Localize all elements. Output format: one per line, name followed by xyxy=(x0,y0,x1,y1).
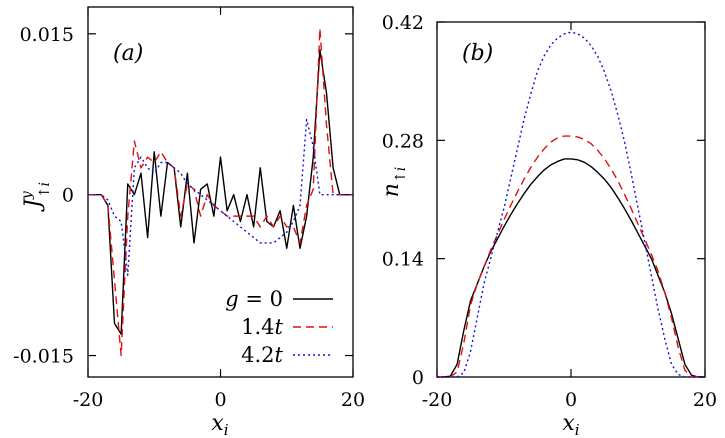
series-line-g0 xyxy=(88,49,353,335)
x-tick-label: 0 xyxy=(565,389,577,411)
svg-text:xi: xi xyxy=(562,411,579,438)
y-tick-label: 0 xyxy=(412,367,424,389)
x-tick-label: 20 xyxy=(341,389,365,411)
series-line-4-2t xyxy=(437,31,705,378)
legend: g = 0 1.4t 4.2t xyxy=(225,287,333,367)
y-axis-label-a: Jy ↑i xyxy=(19,182,53,212)
series-line-1-4t xyxy=(88,27,353,357)
svg-text:Jy↑i: Jy ↑i xyxy=(19,182,53,212)
svg-text:xi: xi xyxy=(211,411,228,438)
legend-label: 1.4t xyxy=(241,315,283,339)
y-tick-label: -0.015 xyxy=(13,346,74,368)
x-tick-label: -20 xyxy=(73,389,104,411)
y-tick-label: 0.14 xyxy=(382,249,424,271)
legend-label: g = 0 xyxy=(225,287,283,311)
panel-label-b: (b) xyxy=(462,41,493,66)
series-line-1-4t xyxy=(437,135,705,378)
panel-label-a: (a) xyxy=(113,41,143,66)
series-b xyxy=(437,31,705,378)
x-axis-label-b: xi xyxy=(562,411,579,438)
series-line-g0 xyxy=(437,158,705,378)
svg-text:n↑i: n↑i xyxy=(379,167,409,197)
y-tick-label: 0.015 xyxy=(20,24,74,46)
x-tick-label: 20 xyxy=(693,389,717,411)
ticks-a: -20 0 20 -0.015 0 0.015 xyxy=(13,7,365,411)
x-tick-label: 0 xyxy=(214,389,226,411)
panel-a: -20 0 20 -0.015 0 0.015 (a) Jy ↑i xi g = 0 1.4t… xyxy=(13,6,365,438)
x-axis-label-a: xi xyxy=(211,411,228,438)
plot-frame-b xyxy=(436,21,706,378)
y-axis-label-b: n↑i xyxy=(379,167,409,197)
y-tick-label: 0 xyxy=(62,185,74,207)
x-tick-label: -20 xyxy=(422,389,453,411)
legend-label: 4.2t xyxy=(241,343,283,367)
series-a xyxy=(88,27,353,357)
y-tick-label: 0.28 xyxy=(382,130,424,152)
series-line-4-2t xyxy=(88,118,353,276)
y-tick-label: 0.42 xyxy=(382,12,424,34)
